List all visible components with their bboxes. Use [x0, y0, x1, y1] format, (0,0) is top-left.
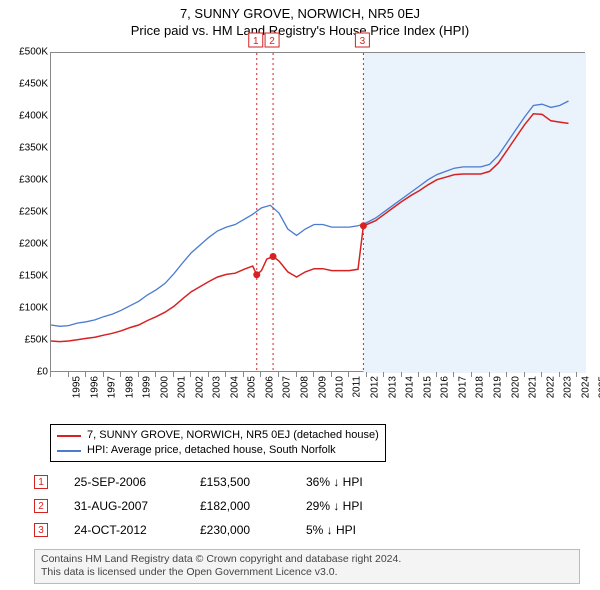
x-tick-label: 2002 [194, 376, 205, 398]
sale-vs-hpi: 5% ↓ HPI [306, 523, 396, 537]
attribution-line: Contains HM Land Registry data © Crown c… [41, 553, 573, 567]
x-tick-label: 2024 [580, 376, 591, 398]
x-tick-label: 1999 [141, 376, 152, 398]
sale-marker-number: 3 [38, 525, 44, 536]
sale-vs-hpi: 36% ↓ HPI [306, 475, 396, 489]
sales-table: 1 25-SEP-2006 £153,500 36% ↓ HPI 2 31-AU… [34, 470, 396, 542]
sale-marker-icon: 3 [34, 523, 48, 537]
y-tick-label: £300K [19, 175, 48, 186]
plot-svg: 123 [51, 53, 586, 373]
attribution-box: Contains HM Land Registry data © Crown c… [34, 549, 580, 584]
sale-date: 31-AUG-2007 [74, 499, 174, 513]
legend: 7, SUNNY GROVE, NORWICH, NR5 0EJ (detach… [50, 424, 386, 462]
sale-marker-number: 1 [38, 477, 44, 488]
sale-row: 2 31-AUG-2007 £182,000 29% ↓ HPI [34, 494, 396, 518]
legend-label: HPI: Average price, detached house, Sout… [87, 443, 336, 458]
legend-row: HPI: Average price, detached house, Sout… [57, 443, 379, 458]
x-tick-label: 2008 [299, 376, 310, 398]
y-tick-label: £450K [19, 79, 48, 90]
x-tick-label: 2012 [369, 376, 380, 398]
x-tick-label: 2014 [405, 376, 416, 398]
y-tick-label: £400K [19, 111, 48, 122]
x-tick-label: 2001 [176, 376, 187, 398]
chart-area: 123 £0 £50K £100K £150K £200K £250K £300K £350K… [0, 42, 600, 422]
sale-row: 3 24-OCT-2012 £230,000 5% ↓ HPI [34, 518, 396, 542]
sale-vs-hpi: 29% ↓ HPI [306, 499, 396, 513]
legend-swatch [57, 450, 81, 452]
x-tick-label: 2019 [492, 376, 503, 398]
x-tick-label: 2005 [247, 376, 258, 398]
y-tick-label: £200K [19, 239, 48, 250]
x-tick-label: 2020 [510, 376, 521, 398]
y-tick-label: £100K [19, 303, 48, 314]
sale-row: 1 25-SEP-2006 £153,500 36% ↓ HPI [34, 470, 396, 494]
sale-date: 25-SEP-2006 [74, 475, 174, 489]
x-tick-label: 2006 [264, 376, 275, 398]
x-tick-label: 2018 [475, 376, 486, 398]
x-tick-label: 2003 [212, 376, 223, 398]
svg-text:1: 1 [253, 36, 259, 47]
x-tick-label: 2021 [527, 376, 538, 398]
y-tick-label: £150K [19, 271, 48, 282]
chart-container: 7, SUNNY GROVE, NORWICH, NR5 0EJ Price p… [0, 0, 600, 590]
legend-swatch [57, 435, 81, 437]
x-tick-label: 1996 [89, 376, 100, 398]
x-tick-label: 1998 [124, 376, 135, 398]
y-tick-label: £350K [19, 143, 48, 154]
x-tick-label: 2015 [422, 376, 433, 398]
title-subtitle: Price paid vs. HM Land Registry's House … [0, 21, 600, 42]
sale-price: £230,000 [200, 523, 280, 537]
y-tick-label: £250K [19, 207, 48, 218]
sale-price: £153,500 [200, 475, 280, 489]
x-tick-label: 1997 [106, 376, 117, 398]
plot-area: 123 [50, 52, 585, 372]
x-tick-label: 2009 [317, 376, 328, 398]
x-tick-label: 2010 [334, 376, 345, 398]
sale-marker-icon: 2 [34, 499, 48, 513]
x-tick-label: 2022 [545, 376, 556, 398]
x-tick-label: 1995 [71, 376, 82, 398]
title-address: 7, SUNNY GROVE, NORWICH, NR5 0EJ [0, 0, 600, 21]
x-tick-label: 2013 [387, 376, 398, 398]
sale-date: 24-OCT-2012 [74, 523, 174, 537]
x-tick-label: 2011 [351, 376, 362, 398]
legend-row: 7, SUNNY GROVE, NORWICH, NR5 0EJ (detach… [57, 428, 379, 443]
x-tick-label: 2017 [457, 376, 468, 398]
attribution-line: This data is licensed under the Open Gov… [41, 566, 573, 580]
legend-label: 7, SUNNY GROVE, NORWICH, NR5 0EJ (detach… [87, 428, 379, 443]
y-tick-label: £50K [25, 335, 48, 346]
svg-text:2: 2 [269, 36, 275, 47]
x-tick-label: 2004 [229, 376, 240, 398]
x-tick-label: 2007 [282, 376, 293, 398]
x-tick-label: 2016 [440, 376, 451, 398]
svg-text:3: 3 [360, 36, 366, 47]
x-tick-label: 2023 [562, 376, 573, 398]
y-tick-label: £500K [19, 47, 48, 58]
sale-price: £182,000 [200, 499, 280, 513]
y-tick-label: £0 [37, 367, 48, 378]
sale-marker-icon: 1 [34, 475, 48, 489]
sale-marker-number: 2 [38, 501, 44, 512]
x-tick-label: 2000 [159, 376, 170, 398]
